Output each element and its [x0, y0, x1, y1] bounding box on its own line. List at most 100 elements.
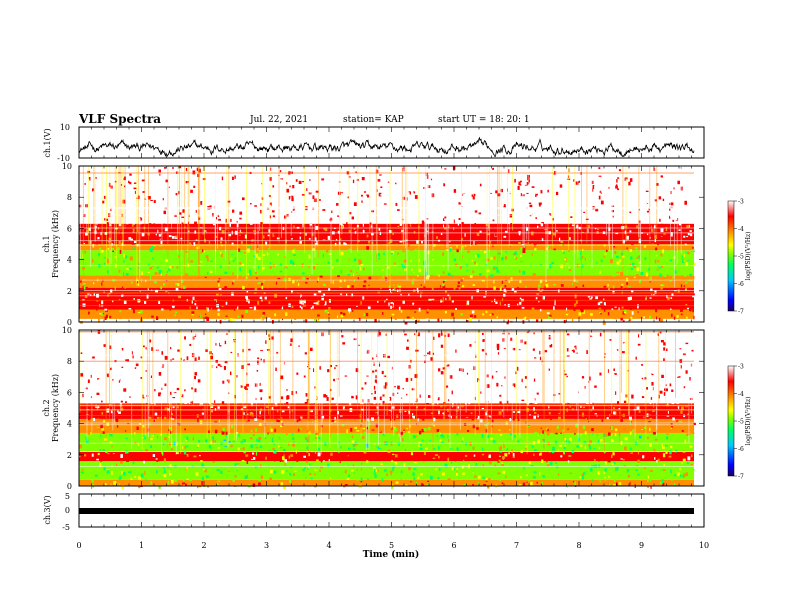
spectrogram-cell [587, 167, 590, 170]
spectrogram-cell [266, 284, 269, 289]
spectrogram-cell [471, 194, 474, 197]
spectrogram-cell [366, 246, 370, 250]
spectrogram-cell [386, 298, 388, 300]
spectrogram-cell [196, 190, 198, 195]
spectrogram-cell [306, 188, 308, 191]
spectrogram-cell [670, 297, 673, 299]
spectrogram-cell [571, 318, 574, 322]
spectrogram-cell [673, 474, 676, 477]
spectrogram-cell [649, 412, 653, 415]
spectrogram-cell [291, 425, 293, 428]
spectrogram-cell [341, 225, 343, 230]
spectrogram-cell [140, 377, 143, 379]
spectrogram-cell [407, 242, 410, 247]
spectrogram-cell [404, 387, 407, 391]
spectrogram-cell [428, 395, 431, 398]
spectrogram-cell [93, 303, 96, 306]
spectrogram-cell [256, 174, 259, 178]
spectrogram-cell [141, 457, 143, 459]
spectrogram-cell [142, 397, 145, 399]
spectrogram-cell [571, 224, 575, 227]
spectrogram-cell [455, 416, 458, 419]
spectrogram-cell [164, 172, 167, 176]
spectrogram-cell [213, 351, 216, 353]
spectrogram-cell [635, 377, 638, 379]
spectrogram-cell [441, 300, 444, 303]
spectrogram-cell [168, 436, 170, 438]
spectrogram-cell [617, 416, 621, 418]
spectrogram-cell [592, 185, 595, 189]
spectrogram-cell [467, 194, 470, 198]
spectrogram-cell [85, 367, 87, 370]
spectrogram-cell [472, 270, 475, 273]
spectrogram-cell [156, 266, 159, 269]
spectrogram-cell [601, 197, 604, 201]
spectrogram-cell [202, 178, 206, 181]
spectrogram-cell [290, 355, 292, 358]
spectrogram-cell [624, 437, 628, 441]
spectrogram-cell [298, 428, 300, 432]
spectrogram-cell [542, 475, 545, 478]
spectrogram-cell [94, 450, 97, 452]
spectrogram-cell [153, 316, 156, 319]
spectrogram-cell [689, 230, 692, 232]
spectrogram-cell [368, 299, 370, 303]
spectrogram-cell [218, 455, 221, 459]
spectrogram-cell [509, 191, 512, 194]
spectrogram-cell [325, 398, 326, 401]
spectrogram-cell [229, 223, 231, 227]
spectrogram-cell [155, 183, 159, 188]
spectrogram-cell [514, 434, 516, 438]
spectrogram-cell [153, 347, 156, 351]
spectrogram-cell [327, 261, 330, 264]
spectrogram-cell [631, 293, 633, 297]
spectrogram-cell [177, 174, 180, 178]
spectrogram-cell [404, 321, 408, 325]
spectrogram-cell [555, 393, 557, 398]
spectrogram-cell [318, 290, 322, 294]
spectrogram-cell [672, 401, 674, 405]
spectrogram-cell [423, 408, 426, 410]
spectrogram-cell [609, 406, 612, 410]
spectrogram-cell [559, 277, 563, 282]
spectrogram-cell [148, 264, 150, 266]
spectrogram-cell [83, 286, 86, 290]
spectrogram-cell [216, 340, 218, 342]
spectrogram-cell [181, 200, 184, 203]
spectrogram-cell [676, 315, 679, 318]
spectrogram-cell [392, 318, 394, 321]
spectrogram-cell [539, 290, 543, 292]
spectrogram-cell [360, 301, 362, 305]
spectrogram-streak [118, 166, 120, 235]
spectrogram-cell [144, 301, 147, 304]
spectrogram-cell [661, 479, 664, 484]
spectrogram-cell [453, 189, 457, 193]
spectrogram-cell [430, 275, 433, 277]
spectrogram-cell [539, 452, 543, 454]
spectrogram-cell [506, 321, 509, 325]
spectrogram-cell [482, 476, 485, 480]
spectrogram-cell [653, 432, 656, 435]
spectrogram-cell [393, 358, 396, 361]
spectrogram-cell [152, 265, 154, 268]
spectrogram-cell [308, 453, 310, 457]
spectrogram-cell [648, 354, 651, 359]
spectrogram-cell [529, 204, 533, 208]
spectrogram-cell [492, 219, 495, 222]
spectrogram-cell [504, 285, 507, 288]
spectrogram-cell [442, 367, 446, 370]
spectrogram-cell [313, 305, 315, 308]
spectrogram-cell [92, 401, 95, 403]
spectrogram-streak [547, 166, 549, 269]
spectrogram-cell [689, 375, 691, 378]
spectrogram-cell [689, 307, 692, 312]
spectrogram-cell [598, 195, 601, 200]
spectrogram-streak [184, 166, 186, 287]
frequency-tick-label: 6 [67, 224, 72, 233]
spectrogram-cell [616, 179, 618, 183]
spectrogram-streak [120, 166, 122, 231]
spectrogram-cell [382, 433, 385, 436]
spectrogram-cell [403, 398, 405, 402]
spectrogram-cell [491, 177, 493, 180]
